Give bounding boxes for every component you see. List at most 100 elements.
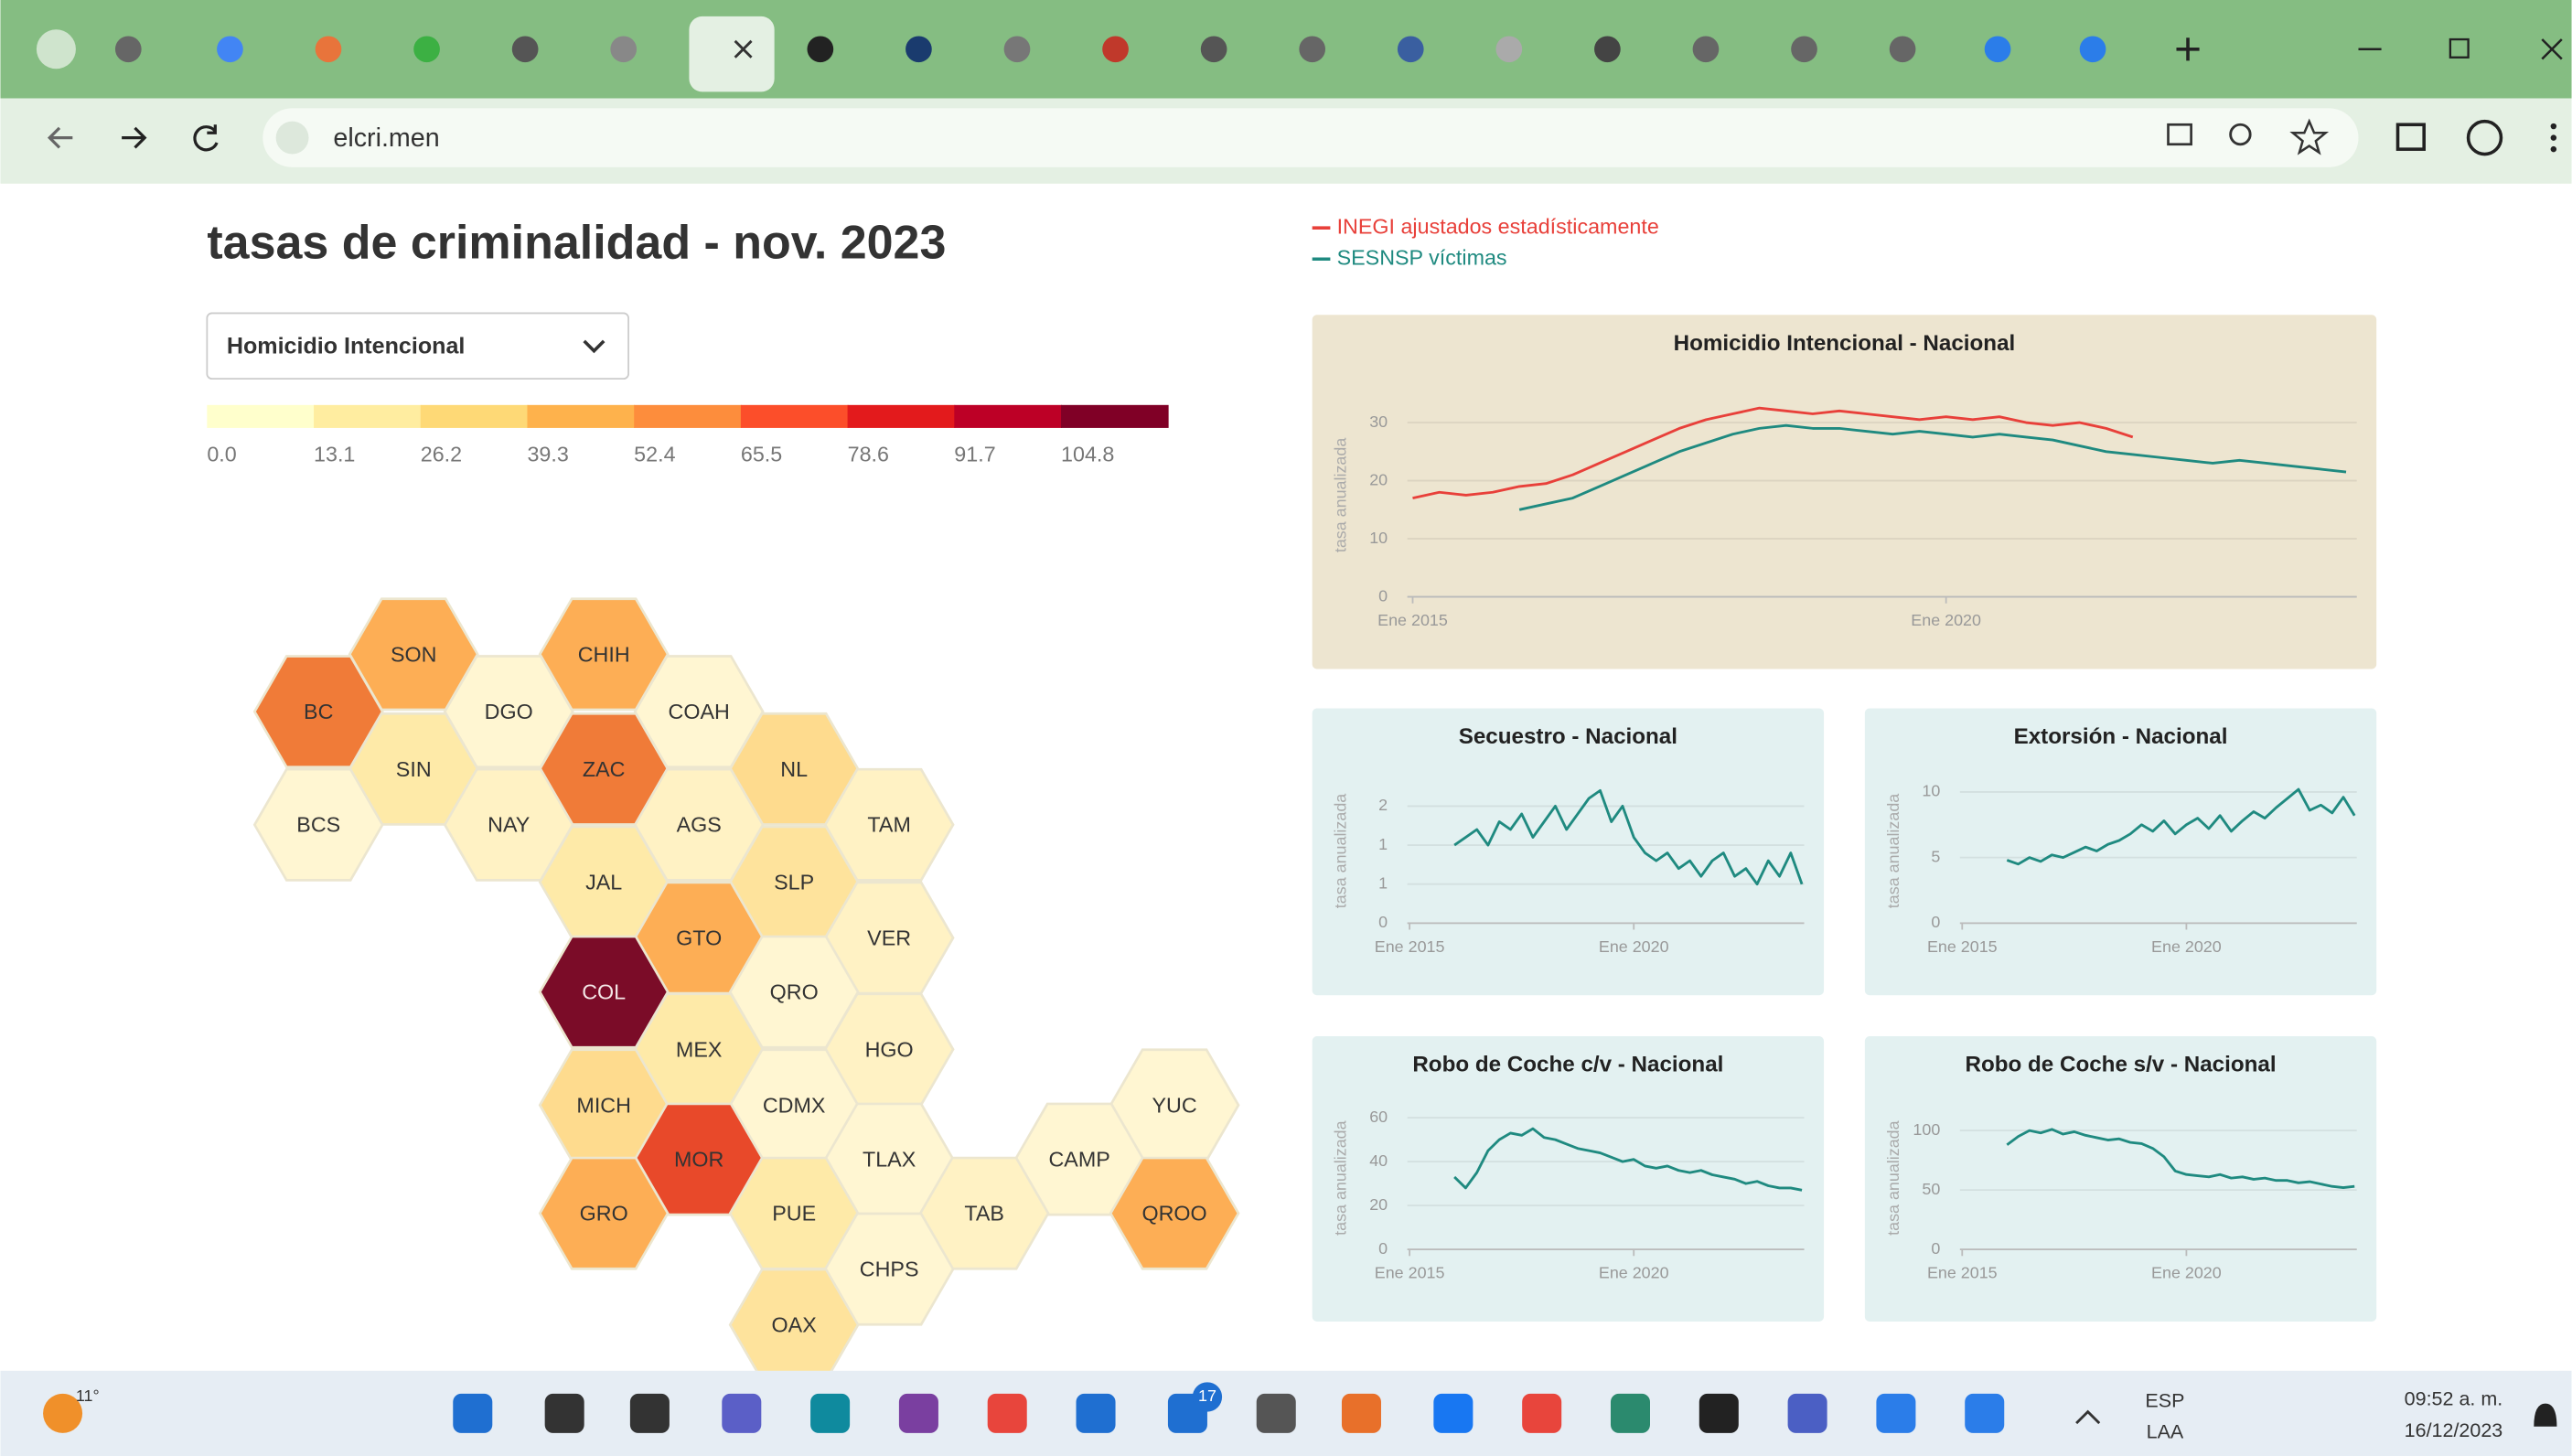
dropdown-value: Homicidio Intencional	[227, 334, 466, 359]
taskbar-app[interactable]	[1433, 1394, 1473, 1433]
state-label: AGS	[677, 813, 722, 837]
tab-icon[interactable]	[1791, 36, 1817, 62]
menu[interactable]	[2551, 146, 2556, 152]
colorbar-swatch	[954, 405, 1062, 428]
y-tick-label: 20	[1369, 1195, 1388, 1214]
y-axis-label: tasa anualizada	[1332, 1120, 1350, 1235]
state-label: SON	[391, 642, 436, 666]
tab-icon[interactable]	[512, 36, 539, 62]
active-tab[interactable]	[689, 16, 774, 91]
url: elcri.men	[333, 123, 439, 153]
keyboard-layout: LAA	[2147, 1421, 2184, 1443]
x-tick-label: Ene 2020	[1599, 1264, 1669, 1282]
state-label: VER	[867, 926, 911, 949]
state-label: TLAX	[863, 1147, 916, 1171]
tab-icon[interactable]	[413, 36, 440, 62]
colorbar-swatch	[848, 405, 956, 428]
taskbar-app[interactable]	[1965, 1394, 2004, 1433]
tab-icon[interactable]	[1985, 36, 2011, 62]
y-tick-label: 1	[1378, 873, 1388, 892]
y-tick-label: 10	[1369, 529, 1388, 547]
tab-icon[interactable]	[1102, 36, 1129, 62]
menu[interactable]	[2551, 134, 2556, 140]
tab-icon[interactable]	[2080, 36, 2106, 62]
taskbar-app[interactable]	[722, 1394, 761, 1433]
state-label: PUE	[772, 1202, 816, 1226]
colorbar-swatch	[527, 405, 635, 428]
tab-icon[interactable]	[1398, 36, 1424, 62]
state-label: MICH	[576, 1093, 631, 1117]
hex-map: SONCHIHBCDGOCOAHSINZACNLBCSNAYAGSTAMJALS…	[254, 599, 1238, 1380]
colorbar-swatch	[207, 405, 315, 428]
state-label: GRO	[580, 1202, 628, 1226]
colorbar-swatch	[634, 405, 742, 428]
omnibox[interactable]	[263, 108, 2358, 167]
y-tick-label: 1	[1378, 835, 1388, 853]
state-label: JAL	[585, 870, 622, 894]
clock-date: 16/12/2023	[2405, 1419, 2503, 1441]
y-axis-label: tasa anualizada	[1332, 438, 1350, 552]
tab-icon[interactable]	[610, 36, 637, 62]
y-tick-label: 0	[1378, 1239, 1388, 1258]
legend-label: INEGI ajustados estadísticamente	[1337, 214, 1659, 238]
badge-count: 17	[1198, 1386, 1216, 1405]
tab-icon[interactable]	[1004, 36, 1031, 62]
chart-title: Homicidio Intencional - Nacional	[1674, 331, 2016, 356]
state-label: SLP	[774, 870, 814, 894]
tab-icon[interactable]	[1890, 36, 1916, 62]
site-info[interactable]	[276, 122, 309, 155]
tab-icon[interactable]	[808, 36, 834, 62]
tab-menu[interactable]	[37, 29, 76, 69]
taskbar-app[interactable]	[1788, 1394, 1827, 1433]
taskbar-app[interactable]	[453, 1394, 492, 1433]
taskbar-app[interactable]	[1342, 1394, 1381, 1433]
tab-icon[interactable]	[217, 36, 243, 62]
taskbar-app[interactable]	[1699, 1394, 1739, 1433]
tab-icon[interactable]	[1594, 36, 1621, 62]
state-label: NAY	[488, 813, 530, 837]
taskbar-app[interactable]	[1876, 1394, 1915, 1433]
x-tick-label: Ene 2015	[1375, 937, 1445, 956]
y-tick-label: 30	[1369, 412, 1388, 431]
x-tick-label: Ene 2015	[1927, 937, 1998, 956]
colorbar-swatch	[421, 405, 529, 428]
tab-icon[interactable]	[1201, 36, 1227, 62]
tab-icon[interactable]	[906, 36, 932, 62]
state-label: CDMX	[763, 1093, 826, 1117]
colorbar-swatch	[741, 405, 849, 428]
taskbar-app[interactable]	[1257, 1394, 1296, 1433]
taskbar-app[interactable]	[1611, 1394, 1650, 1433]
state-label: GTO	[676, 926, 722, 949]
taskbar-app[interactable]	[545, 1394, 584, 1433]
taskbar-app[interactable]	[1077, 1394, 1116, 1433]
tab-icon[interactable]	[1299, 36, 1325, 62]
taskbar-app[interactable]	[1522, 1394, 1561, 1433]
taskbar-app[interactable]	[630, 1394, 670, 1433]
state-label: DGO	[485, 700, 533, 723]
tab-icon[interactable]	[115, 36, 142, 62]
state-label: ZAC	[583, 757, 626, 781]
colorbar-tick-label: 91.7	[954, 443, 995, 466]
menu[interactable]	[2551, 123, 2556, 129]
taskbar-app[interactable]	[988, 1394, 1027, 1433]
state-label: MEX	[676, 1037, 723, 1061]
y-tick-label: 10	[1922, 782, 1940, 800]
taskbar-app[interactable]	[810, 1394, 850, 1433]
tab-icon[interactable]	[316, 36, 342, 62]
colorbar-swatch	[1061, 405, 1169, 428]
x-tick-label: Ene 2020	[2151, 937, 2222, 956]
legend-label: SESNSP víctimas	[1337, 245, 1507, 269]
y-axis-label: tasa anualizada	[1884, 1120, 1902, 1235]
state-label: CHIH	[578, 642, 630, 666]
taskbar-app[interactable]	[899, 1394, 938, 1433]
y-tick-label: 2	[1378, 796, 1388, 814]
x-tick-label: Ene 2015	[1927, 1264, 1998, 1282]
colorbar-tick-label: 0.0	[207, 443, 236, 466]
language: ESP	[2145, 1390, 2184, 1412]
colorbar-tick-label: 65.5	[741, 443, 782, 466]
tab-icon[interactable]	[1693, 36, 1720, 62]
tab-icon[interactable]	[1495, 36, 1522, 62]
colorbar-tick-label: 104.8	[1061, 443, 1114, 466]
state-label: BC	[304, 700, 333, 723]
